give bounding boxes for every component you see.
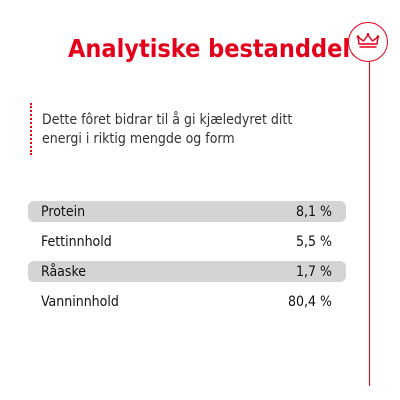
brand-logo bbox=[348, 22, 388, 62]
page-title: Analytiske bestanddeler bbox=[68, 34, 377, 63]
table-row-protein: Protein 8,1 % bbox=[28, 201, 346, 222]
description-text: Dette fôret bidrar til å gi kjæledyret d… bbox=[42, 112, 293, 147]
row-value: 80,4 % bbox=[287, 293, 332, 310]
crown-icon bbox=[356, 33, 380, 48]
dotted-accent-bar bbox=[30, 103, 32, 155]
vertical-divider bbox=[369, 46, 370, 386]
analysis-table: Protein 8,1 % Fettinnhold 5,5 % Råaske 1… bbox=[28, 201, 346, 321]
row-label: Fettinnhold bbox=[41, 233, 112, 250]
row-value: 5,5 % bbox=[296, 233, 332, 250]
table-row-fat: Fettinnhold 5,5 % bbox=[28, 231, 346, 252]
row-value: 8,1 % bbox=[296, 203, 332, 220]
table-row-moisture: Vanninnhold 80,4 % bbox=[28, 291, 346, 312]
row-label: Protein bbox=[41, 203, 86, 220]
row-label: Råaske bbox=[41, 263, 86, 280]
row-value: 1,7 % bbox=[296, 263, 332, 280]
row-label: Vanninnhold bbox=[41, 293, 119, 310]
table-row-ash: Råaske 1,7 % bbox=[28, 261, 346, 282]
